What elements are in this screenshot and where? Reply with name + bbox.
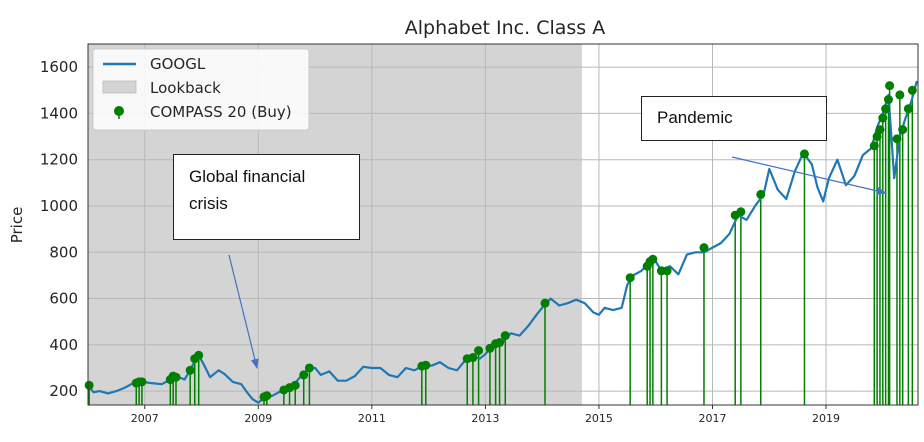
crisis-arrow <box>228 254 259 369</box>
buy-signal-point <box>648 254 658 264</box>
x-axis-ticks: 2007 2009 2011 2013 2015 2017 2019 <box>131 405 840 425</box>
buy-signal-point <box>662 266 672 276</box>
buy-signal-point <box>304 363 314 373</box>
legend: GOOGL Lookback COMPASS 20 (Buy) <box>92 48 310 131</box>
y-axis-ticks: 200 400 600 800 1000 1200 1400 1600 <box>40 58 78 400</box>
buy-signal-point <box>881 104 891 114</box>
buy-signal-point <box>799 149 809 159</box>
buy-signal-point <box>875 125 885 135</box>
buy-signal-point <box>756 189 766 199</box>
legend-googl-label: GOOGL <box>150 55 206 73</box>
buy-signal-point <box>883 95 893 105</box>
buy-signal-point <box>185 365 195 375</box>
buy-signal-point <box>474 346 484 356</box>
chart-title: Alphabet Inc. Class A <box>405 17 605 39</box>
buy-signal-point <box>137 377 147 387</box>
x-tick-label: 2015 <box>585 412 613 425</box>
legend-lookback-swatch <box>102 80 137 94</box>
plot-frame <box>87 43 919 406</box>
buy-signal-point <box>500 331 510 341</box>
y-tick-label: 1400 <box>40 104 78 122</box>
y-tick-label: 200 <box>49 382 78 400</box>
buy-signal-point <box>736 207 746 217</box>
y-tick-label: 1200 <box>40 151 78 169</box>
buy-signal-point <box>171 372 181 382</box>
buy-signal-point <box>299 370 309 380</box>
x-tick-label: 2007 <box>131 412 159 425</box>
x-tick-label: 2011 <box>358 412 386 425</box>
buy-signal-point <box>84 380 94 390</box>
y-tick-label: 800 <box>49 243 78 261</box>
x-tick-label: 2017 <box>698 412 726 425</box>
y-tick-label: 1600 <box>40 58 78 76</box>
buy-signal-point <box>869 141 879 151</box>
buy-signal-point <box>898 125 908 135</box>
legend-buy-label: COMPASS 20 (Buy) <box>150 103 292 121</box>
buy-signal-point <box>194 350 204 360</box>
buy-signal-point <box>907 85 917 95</box>
buy-signal-point <box>540 298 550 308</box>
buy-signal-point <box>625 273 635 283</box>
buy-signal-point <box>421 360 431 370</box>
buy-signal-point <box>903 104 913 114</box>
annotation-arrows <box>228 156 887 369</box>
x-tick-label: 2013 <box>471 412 499 425</box>
y-tick-label: 400 <box>49 336 78 354</box>
legend-lookback-label: Lookback <box>150 79 221 97</box>
y-axis-label: Price <box>8 207 26 244</box>
buy-signal-point <box>468 353 478 363</box>
legend-buy-marker <box>114 106 124 116</box>
y-tick-label: 1000 <box>40 197 78 215</box>
y-tick-label: 600 <box>49 290 78 308</box>
buy-signal-point <box>872 132 882 142</box>
pandemic-arrow <box>731 156 887 195</box>
buy-signal-markers <box>84 81 917 402</box>
crisis-annotation: Global financial crisis <box>173 154 360 240</box>
buy-signal-point <box>699 243 709 253</box>
buy-signal-point <box>885 81 895 91</box>
x-tick-label: 2009 <box>244 412 272 425</box>
buy-signal-point <box>290 380 300 390</box>
buy-signal-point <box>892 134 902 144</box>
x-tick-label: 2019 <box>812 412 840 425</box>
pandemic-annotation: Pandemic <box>641 96 827 141</box>
legend-frame <box>92 48 310 131</box>
buy-signal-point <box>262 391 272 401</box>
buy-signal-point <box>878 113 888 123</box>
buy-signal-point <box>895 90 905 100</box>
buy-signal-point <box>495 338 505 348</box>
